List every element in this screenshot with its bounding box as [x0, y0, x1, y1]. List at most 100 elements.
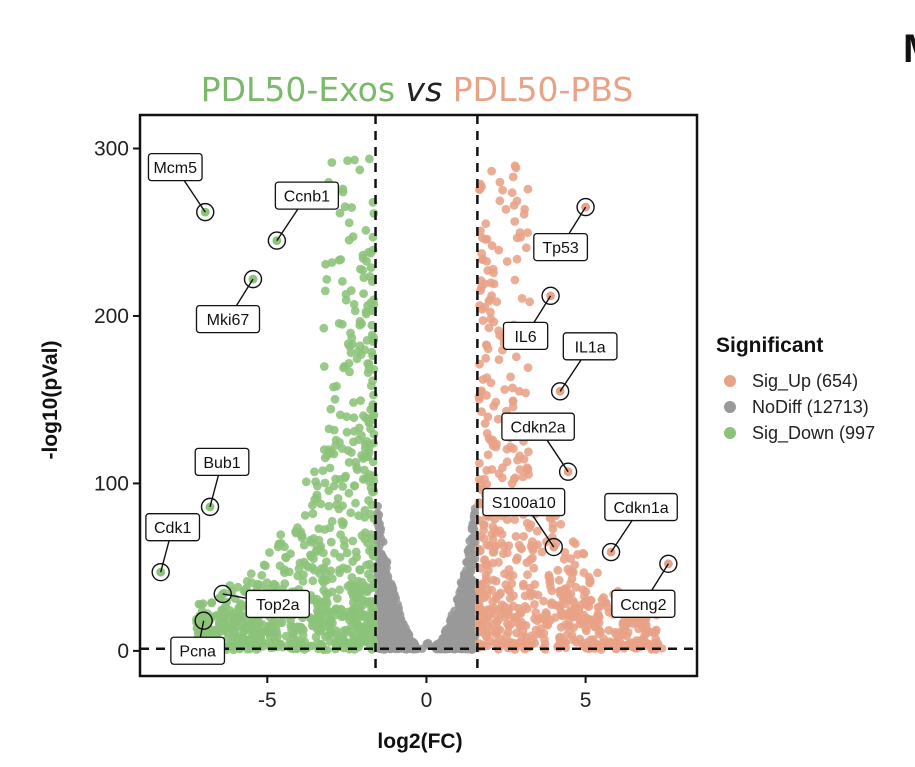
plot-frame [138, 113, 699, 678]
point-sig-up [488, 441, 498, 451]
point-nodiff [379, 629, 388, 639]
x-axis-title: log2(FC) [377, 730, 462, 753]
point-sig-up [486, 314, 496, 324]
point-sig-up [494, 469, 504, 478]
point-sig-down [321, 569, 331, 578]
point-sig-down [360, 465, 369, 475]
gene-name: Bub1 [203, 455, 240, 472]
point-sig-up [520, 204, 530, 214]
point-sig-up [624, 639, 633, 649]
point-sig-down [360, 528, 370, 538]
point-sig-down [301, 560, 311, 570]
point-sig-up [525, 555, 535, 565]
point-sig-down [366, 509, 375, 519]
point-sig-down [249, 626, 259, 636]
point-sig-down [245, 644, 255, 654]
point-sig-up [523, 464, 533, 474]
point-sig-down [349, 413, 359, 423]
gene-name: Ccnb1 [284, 189, 330, 206]
point-sig-up [536, 614, 545, 624]
point-sig-down [347, 621, 357, 630]
point-sig-down [349, 398, 358, 407]
point-nodiff [441, 627, 450, 637]
point-sig-down [298, 576, 308, 586]
point-nodiff [381, 601, 391, 610]
point-sig-down [343, 156, 352, 166]
highlight-ring [576, 197, 595, 217]
point-sig-down [361, 309, 371, 319]
label-box [501, 412, 575, 441]
label-box [195, 304, 261, 334]
point-sig-up [555, 602, 564, 612]
point-sig-up [501, 580, 511, 590]
point-sig-up [567, 567, 577, 576]
point-sig-down [345, 610, 354, 620]
point-sig-up [530, 600, 539, 609]
x-tick-label: 0 [421, 689, 433, 712]
highlight-ring [659, 554, 678, 573]
point-sig-up [523, 228, 532, 238]
point-sig-down [364, 247, 374, 257]
point-sig-down [338, 444, 347, 453]
point-sig-up [570, 539, 580, 549]
point-sig-up [491, 397, 501, 407]
point-sig-down [301, 477, 311, 487]
gene-label-top2a: Top2a [213, 584, 310, 619]
point-sig-up [516, 232, 526, 242]
point-sig-up [519, 532, 528, 541]
point-sig-up [480, 419, 490, 428]
legend: Significant Sig_Up (654) NoDiff (12713) Si… [716, 334, 875, 444]
point-sig-down [194, 599, 204, 609]
point-sig-down [331, 435, 341, 445]
point-sig-down [352, 465, 362, 475]
point-sig-down [314, 524, 324, 533]
highlight-ring [267, 231, 287, 250]
point-sig-down [352, 552, 361, 562]
point-sig-down [312, 598, 322, 607]
gene-name: S100a10 [492, 495, 556, 512]
point-sig-down [230, 619, 240, 629]
point-sig-up [495, 177, 505, 187]
point-sig-down [335, 552, 345, 562]
point-sig-down [223, 633, 233, 643]
point-sig-down [323, 589, 333, 599]
point-sig-down [324, 486, 334, 495]
point-nodiff [378, 581, 387, 591]
point-sig-up [555, 632, 565, 642]
point-sig-down [355, 165, 365, 175]
point-sig-down [366, 483, 376, 493]
point-sig-up [496, 588, 505, 598]
point-sig-up [510, 217, 520, 226]
point-sig-down [338, 634, 348, 643]
point-sig-down [365, 154, 374, 164]
point-sig-up [584, 614, 594, 624]
point-sig-up [547, 598, 556, 607]
gene-label-cdk1: Cdk1 [145, 513, 201, 582]
point-sig-down [366, 263, 376, 273]
point-sig-up [567, 630, 577, 640]
point-sig-up [532, 526, 542, 536]
gene-label-il6: IL6 [502, 286, 560, 351]
gene-name: Cdk1 [154, 520, 191, 537]
point-sig-down [367, 534, 377, 543]
point-sig-up [574, 608, 584, 618]
point-sig-down [347, 573, 357, 582]
point-nodiff [375, 595, 384, 604]
point-sig-down [369, 209, 379, 218]
point-sig-down [307, 641, 316, 651]
point-sig-down [293, 622, 303, 632]
point-sig-up [474, 392, 484, 401]
point-sig-up [571, 582, 581, 592]
threshold-lines [140, 115, 697, 676]
point-sig-up [481, 219, 491, 229]
point-sig-down [342, 548, 352, 558]
point-sig-down [354, 576, 363, 586]
point-sig-up [544, 572, 554, 582]
point-sig-up [495, 196, 505, 206]
point-sig-up [566, 554, 575, 563]
point-sig-down [320, 286, 330, 296]
point-sig-down [343, 582, 353, 591]
y-tick-label: 200 [94, 305, 129, 328]
x-tick-label: 5 [580, 689, 592, 712]
point-sig-up [594, 625, 604, 634]
